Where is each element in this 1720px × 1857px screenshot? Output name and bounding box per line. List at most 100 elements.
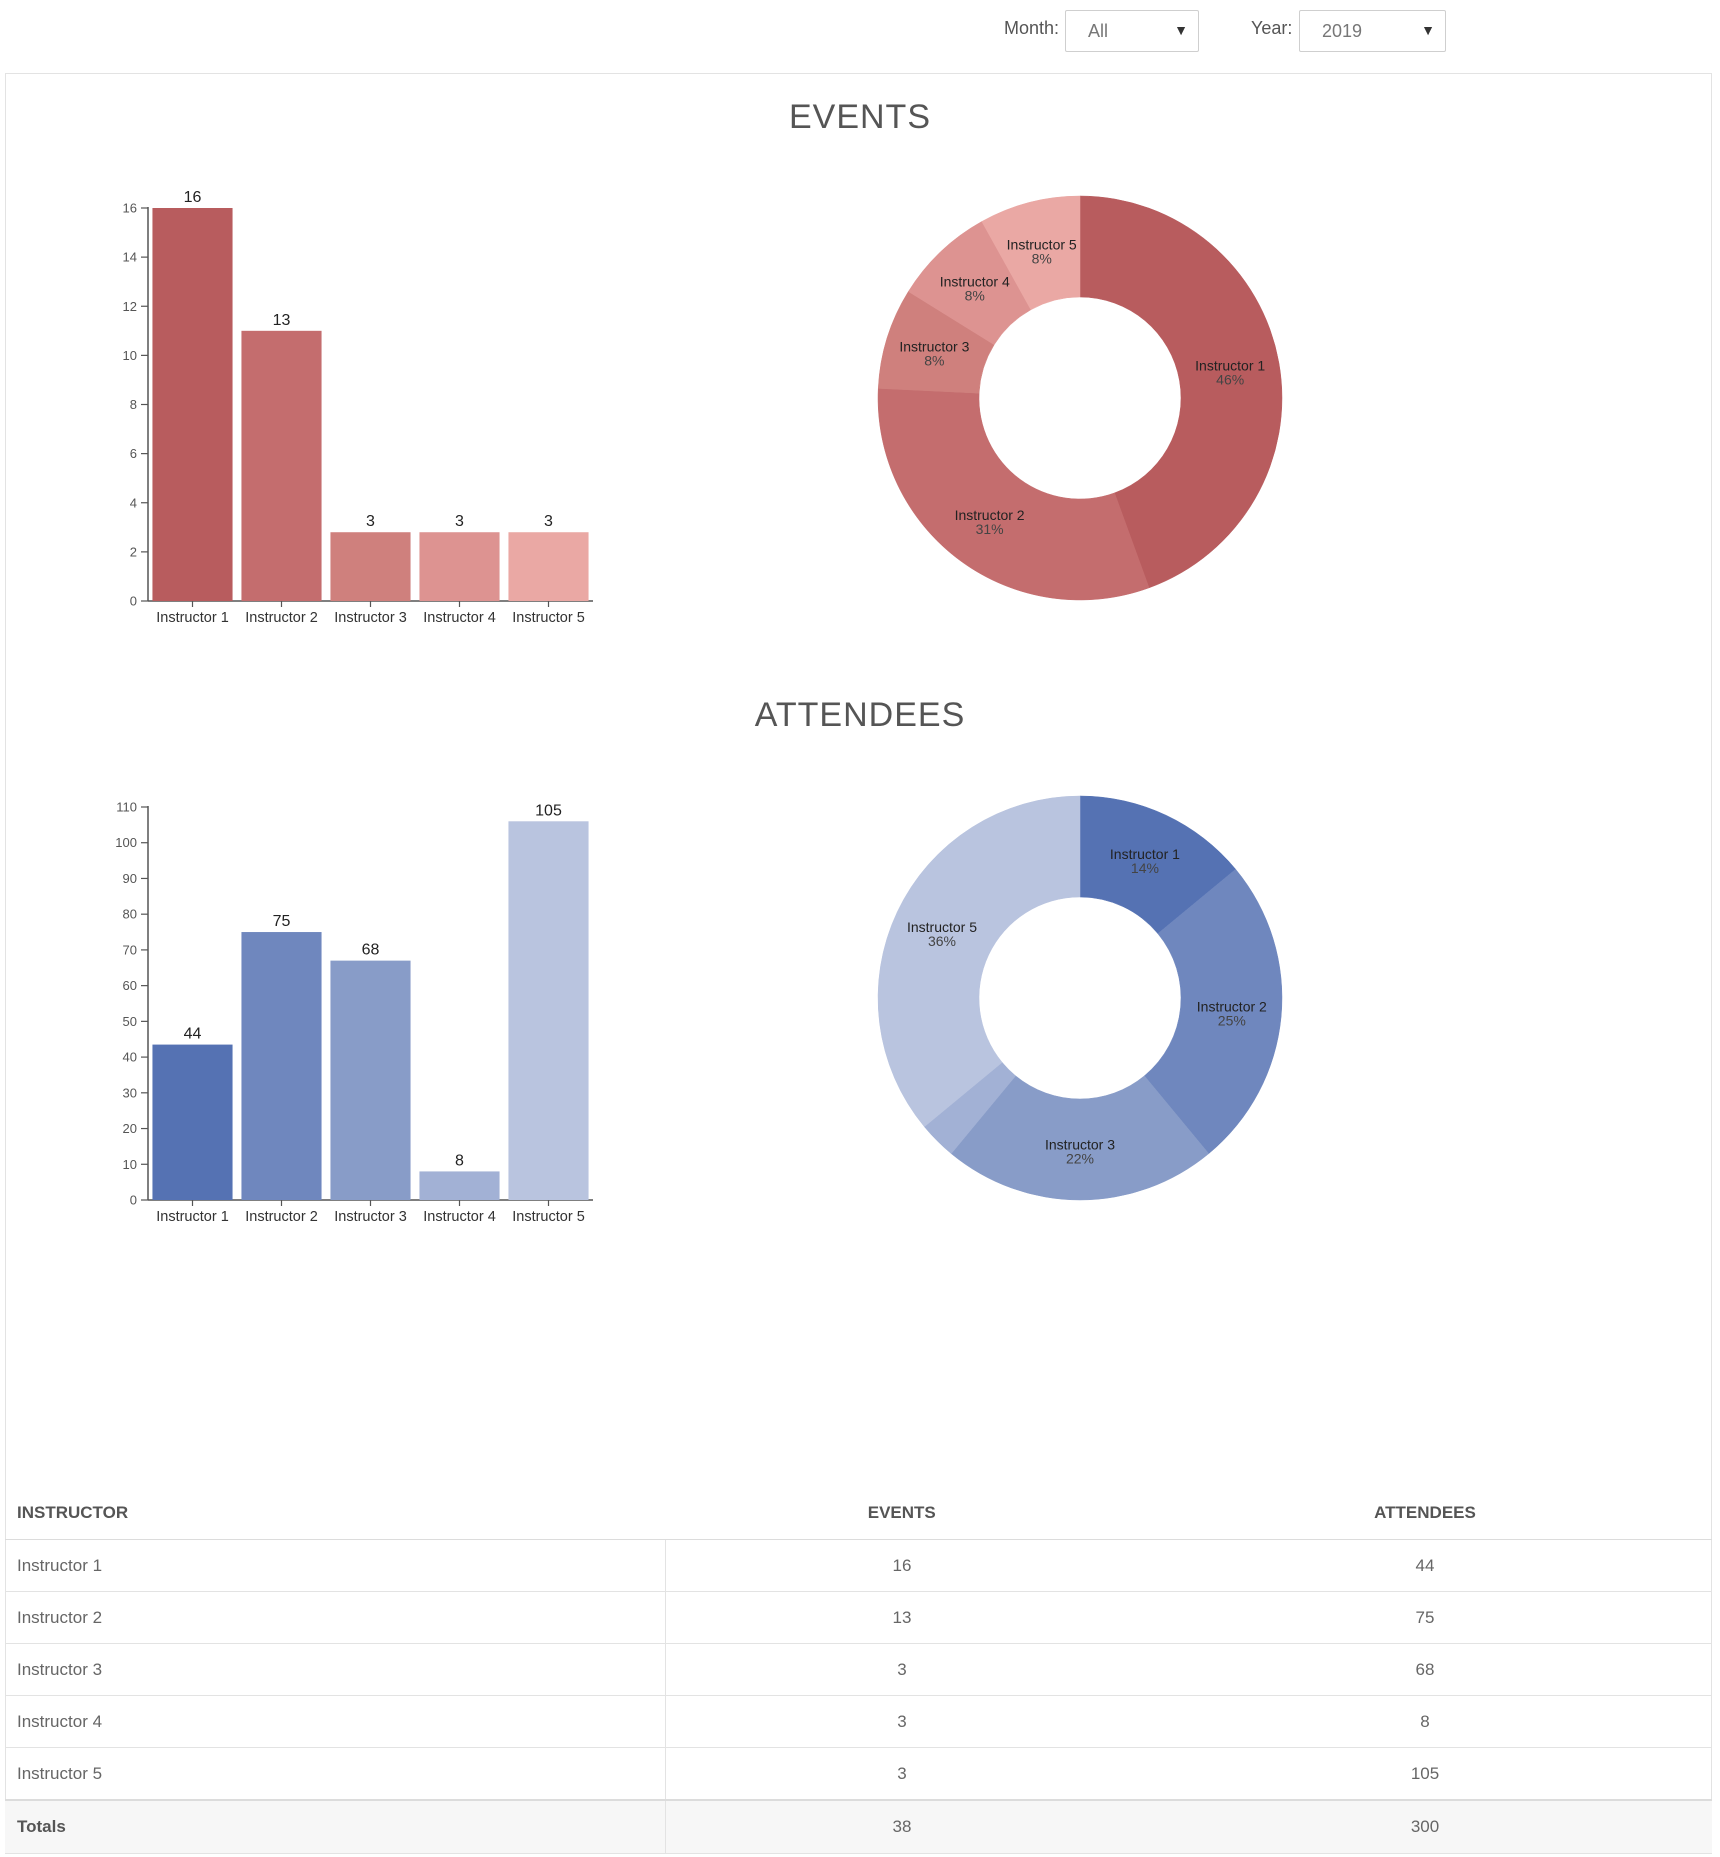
table-row: Instructor 3 3 68 bbox=[5, 1643, 1712, 1696]
bar bbox=[508, 821, 589, 1200]
x-tick-label: Instructor 2 bbox=[245, 1209, 318, 1225]
slice-label: Instructor 2 bbox=[955, 507, 1025, 523]
data-label: 44 bbox=[184, 1026, 202, 1043]
events-bar-chart: 0 2 4 6 8 10 12 14 16 Instructor 1 16 Instructor 2 1… bbox=[123, 189, 593, 626]
chevron-down-icon: ▼ bbox=[1421, 22, 1435, 38]
slice-percent: 8% bbox=[1032, 250, 1052, 266]
y-tick-label: 4 bbox=[130, 495, 137, 510]
y-tick-label: 50 bbox=[123, 1014, 137, 1029]
slice-percent: 46% bbox=[1216, 372, 1244, 388]
cell-attendees: 68 bbox=[1138, 1643, 1712, 1696]
x-tick-label: Instructor 4 bbox=[423, 610, 496, 626]
chevron-down-icon: ▼ bbox=[1174, 22, 1188, 38]
year-select[interactable]: 2019 ▼ bbox=[1299, 10, 1446, 52]
table-row: Instructor 2 13 75 bbox=[5, 1591, 1712, 1644]
cell-attendees: 8 bbox=[1138, 1695, 1712, 1748]
cell-instructor: Instructor 1 bbox=[5, 1539, 666, 1592]
header-events: EVENTS bbox=[665, 1487, 1138, 1540]
year-label: Year: bbox=[1251, 18, 1293, 38]
x-tick-label: Instructor 2 bbox=[245, 610, 318, 626]
data-label: 3 bbox=[366, 513, 375, 530]
slice-label: Instructor 1 bbox=[1195, 358, 1265, 374]
totals-events: 38 bbox=[665, 1799, 1138, 1854]
x-tick-label: Instructor 5 bbox=[512, 610, 585, 626]
bar bbox=[330, 532, 411, 601]
slice-label: Instructor 2 bbox=[1197, 998, 1267, 1014]
bar bbox=[241, 330, 322, 601]
slice-percent: 8% bbox=[924, 353, 944, 369]
donut-slice bbox=[950, 1075, 1210, 1201]
x-tick-label: Instructor 3 bbox=[334, 610, 407, 626]
attendees-title: ATTENDEES bbox=[754, 696, 966, 734]
y-tick-label: 2 bbox=[130, 544, 137, 559]
bar bbox=[241, 932, 322, 1200]
data-label: 3 bbox=[455, 513, 464, 530]
bar bbox=[419, 532, 500, 601]
slice-percent: 8% bbox=[965, 288, 985, 304]
slice-percent: 22% bbox=[1066, 1151, 1094, 1167]
attendees-bar-chart: 0 10 20 30 40 50 60 70 80 90 100 110 Instructor 1 44 I… bbox=[115, 800, 593, 1225]
table-row: Instructor 4 3 8 bbox=[5, 1695, 1712, 1748]
totals-label: Totals bbox=[5, 1799, 666, 1854]
y-tick-label: 14 bbox=[123, 250, 137, 265]
x-tick-label: Instructor 5 bbox=[512, 1209, 585, 1225]
data-label: 3 bbox=[544, 513, 553, 530]
y-tick-label: 12 bbox=[123, 299, 137, 314]
events-donut-chart: Instructor 146% Instructor 231% Instructor… bbox=[877, 195, 1283, 601]
y-tick-label: 0 bbox=[130, 1193, 137, 1208]
month-label: Month: bbox=[1004, 18, 1060, 38]
y-tick-label: 8 bbox=[130, 397, 137, 412]
x-tick-label: Instructor 1 bbox=[156, 610, 229, 626]
data-label: 8 bbox=[455, 1152, 464, 1169]
y-tick-label: 70 bbox=[123, 942, 137, 957]
cell-events: 3 bbox=[665, 1643, 1138, 1696]
table-header-row: INSTRUCTOR EVENTS ATTENDEES bbox=[5, 1487, 1712, 1540]
data-label: 68 bbox=[362, 942, 380, 959]
month-select[interactable]: All ▼ bbox=[1065, 10, 1199, 52]
totals-attendees: 300 bbox=[1138, 1799, 1712, 1854]
bar bbox=[330, 960, 411, 1200]
bar bbox=[152, 1044, 233, 1200]
summary-table: INSTRUCTOR EVENTS ATTENDEES Instructor 1… bbox=[5, 1487, 1712, 1854]
events-title: EVENTS bbox=[788, 98, 932, 136]
slice-percent: 36% bbox=[928, 933, 956, 949]
y-tick-label: 30 bbox=[123, 1085, 137, 1100]
data-label: 105 bbox=[535, 802, 562, 819]
y-tick-label: 90 bbox=[123, 871, 137, 886]
month-select-value: All bbox=[1088, 21, 1109, 41]
cell-attendees: 105 bbox=[1138, 1747, 1712, 1801]
header-attendees: ATTENDEES bbox=[1138, 1487, 1712, 1540]
slice-label: Instructor 3 bbox=[899, 339, 969, 355]
data-label: 16 bbox=[184, 189, 202, 206]
donut-slice bbox=[877, 388, 1150, 601]
y-tick-label: 16 bbox=[123, 201, 137, 216]
y-tick-label: 0 bbox=[130, 594, 137, 609]
year-select-value: 2019 bbox=[1322, 21, 1363, 41]
slice-label: Instructor 5 bbox=[907, 919, 977, 935]
cell-instructor: Instructor 4 bbox=[5, 1695, 666, 1748]
attendees-donut-chart: Instructor 114% Instructor 225% Instructor… bbox=[877, 795, 1283, 1201]
donut-slice bbox=[1079, 795, 1236, 934]
cell-instructor: Instructor 5 bbox=[5, 1747, 666, 1801]
y-tick-label: 10 bbox=[123, 348, 137, 363]
donut-slice bbox=[1144, 868, 1283, 1154]
data-label: 75 bbox=[273, 913, 291, 930]
cell-attendees: 44 bbox=[1138, 1539, 1712, 1592]
slice-label: Instructor 1 bbox=[1110, 846, 1180, 862]
y-tick-label: 20 bbox=[123, 1121, 137, 1136]
slice-label: Instructor 4 bbox=[940, 274, 1010, 290]
bar bbox=[419, 1171, 500, 1200]
slice-label: Instructor 3 bbox=[1045, 1137, 1115, 1153]
cell-events: 16 bbox=[665, 1539, 1138, 1592]
slice-label: Instructor 5 bbox=[1007, 236, 1077, 252]
slice-percent: 31% bbox=[976, 521, 1004, 537]
y-tick-label: 110 bbox=[116, 800, 137, 815]
cell-events: 13 bbox=[665, 1591, 1138, 1644]
filter-bar: Month: All ▼ Year: 2019 ▼ bbox=[0, 8, 1720, 56]
donut-slice bbox=[877, 795, 1081, 1128]
bar bbox=[508, 532, 589, 601]
y-tick-label: 6 bbox=[130, 446, 137, 461]
cell-instructor: Instructor 2 bbox=[5, 1591, 666, 1644]
y-tick-label: 100 bbox=[115, 835, 137, 850]
y-tick-label: 60 bbox=[123, 978, 137, 993]
